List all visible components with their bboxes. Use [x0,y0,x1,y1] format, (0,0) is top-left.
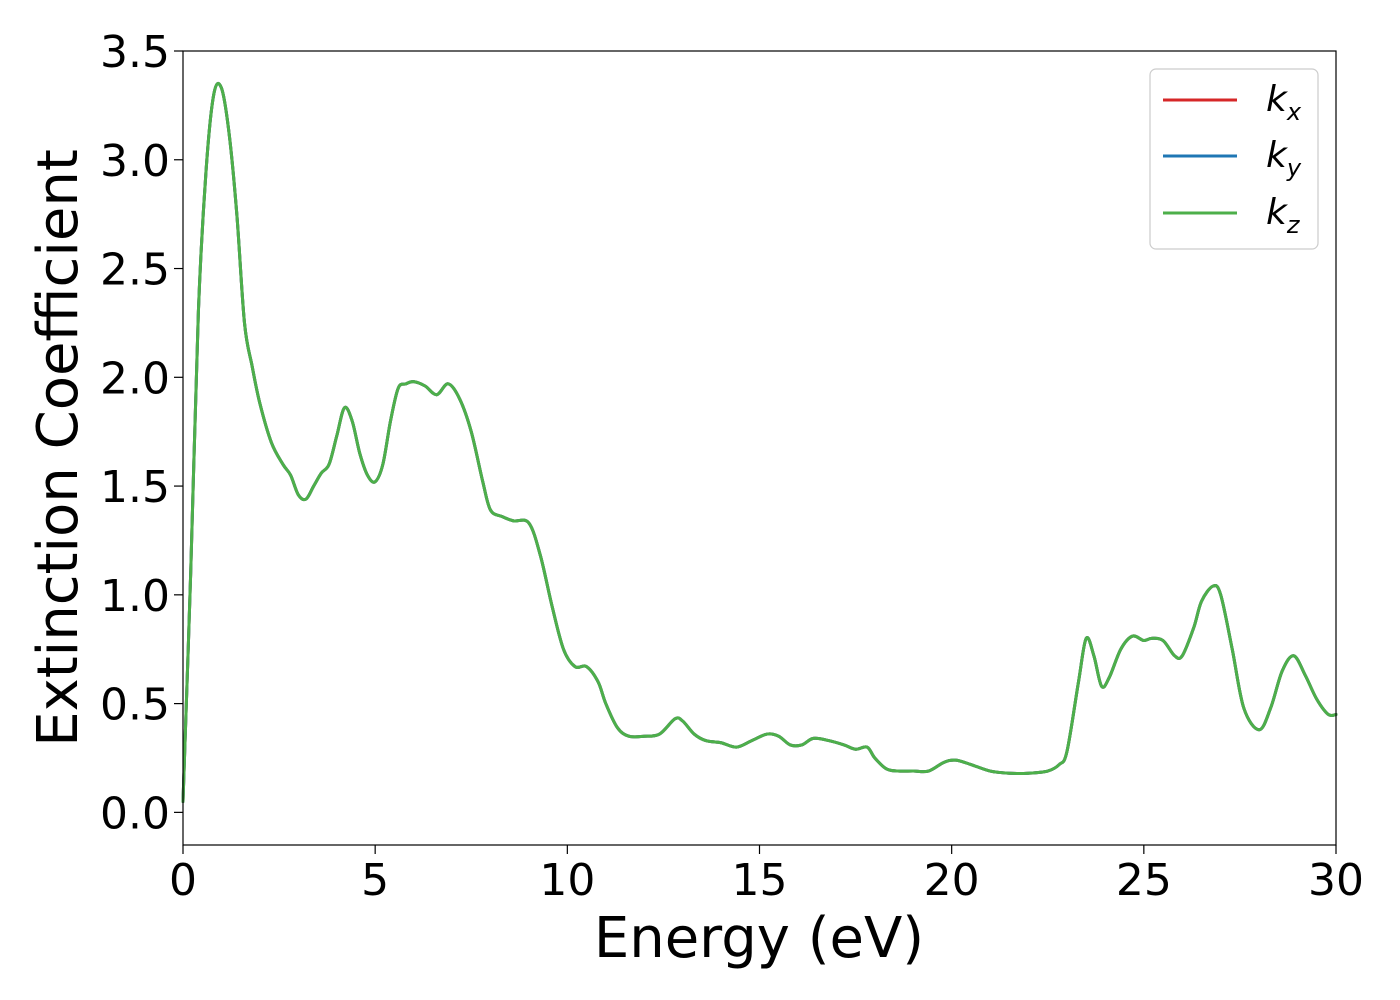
x-ticks: 0 5 10 15 20 25 30 [169,845,1364,906]
legend-label: ky [1266,135,1302,182]
y-tick-label: 3.0 [100,136,170,187]
x-tick-label: 30 [1308,855,1364,906]
y-tick-label: 2.5 [100,245,170,296]
y-ticks: 0.0 0.5 1.0 1.5 2.0 2.5 3.0 3.5 [100,27,183,839]
y-tick-label: 1.5 [100,462,170,513]
legend-label: kz [1266,192,1301,239]
y-tick-label: 0.0 [100,788,170,839]
x-tick-label: 0 [169,855,197,906]
series-lines [181,82,1338,803]
x-tick-label: 15 [732,855,788,906]
x-tick-label: 25 [1116,855,1172,906]
x-tick-label: 5 [361,855,389,906]
y-tick-label: 2.0 [100,353,170,404]
legend-label: kx [1266,79,1302,126]
y-tick-label: 1.0 [100,571,170,622]
y-axis-label: Extinction Coefficient [26,149,91,747]
x-tick-label: 20 [924,855,980,906]
series-line-k-z [181,82,1338,803]
x-axis-label: Energy (eV) [594,906,924,971]
legend-frame [1149,68,1319,250]
plot-area [183,51,1336,845]
legend: kx ky kz [1149,68,1319,250]
x-tick-label: 10 [539,855,595,906]
y-tick-label: 3.5 [100,27,170,78]
y-tick-label: 0.5 [100,680,170,731]
